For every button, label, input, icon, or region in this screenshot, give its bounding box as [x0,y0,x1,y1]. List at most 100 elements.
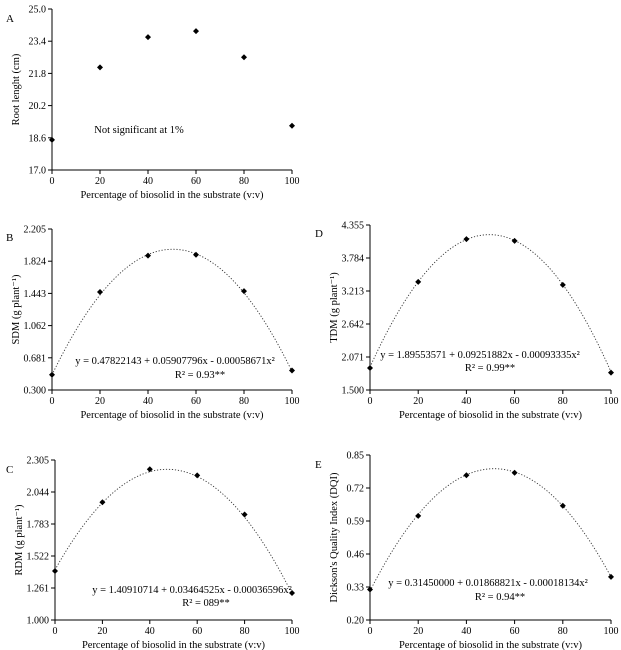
panel-d: D 1.500 2.071 2.642 3.213 3.784 4.355 0 20 40 60 80… [315,221,619,422]
y-tick-label: 2.642 [342,320,365,331]
x-tick-label: 60 [191,396,201,407]
y-tick-label: 1.783 [27,520,50,531]
panel-b: B 0.300 0.681 1.062 1.443 1.824 2.205 0 20 40 60 80… [6,225,300,422]
x-tick-label: 40 [461,626,471,637]
data-point [608,573,614,580]
data-point [463,236,470,243]
x-tick-label: 80 [239,396,249,407]
data-point [99,499,106,506]
x-tick-label: 0 [368,396,373,407]
x-axis-label: Percentage of biosolid in the substrate … [399,410,583,421]
y-axis-label: Root lenght (cm) [11,53,22,125]
data-point [415,512,422,519]
fit-curve [369,234,612,373]
x-tick-label: 100 [285,396,300,407]
x-tick-label: 100 [604,396,619,407]
y-tick-label: 0.72 [347,484,365,495]
panel-e: E 0.20 0.33 0.46 0.59 0.72 0.85 0 20 40 60 80 100 Per… [315,451,619,650]
panel-c: C 1.000 1.261 1.522 1.783 2.044 2.305 0 20 40 60 80… [6,456,300,650]
y-tick-label: 0.300 [24,386,47,397]
data-point [463,472,470,479]
r-squared: R² = 089** [182,598,230,609]
data-point [193,251,199,258]
x-tick-label: 20 [97,626,107,637]
data-point [608,369,614,376]
panel-a: A 17.0 18.6 20.2 21.8 23.4 25.0 0 20 40 60 80 100 Per… [6,5,300,202]
panel-letter: C [6,464,13,476]
y-tick-label: 1.062 [24,321,47,332]
y-axis-label: SDM (g plant⁻¹) [11,274,22,344]
y-axis-label: Dickson's Quality Index (DQI) [329,472,340,602]
data-point [49,136,55,143]
x-tick-label: 60 [191,176,201,187]
regression-equation: y = 1.89553571 + 0.09251882x - 0.0009333… [380,350,580,361]
y-tick-label: 0.59 [347,517,365,528]
y-tick-label: 0.46 [347,550,365,561]
x-tick-label: 20 [413,626,423,637]
data-point [289,122,295,129]
y-tick-label: 2.044 [27,488,50,499]
regression-equation: Not significant at 1% [94,125,184,136]
data-point [559,281,566,288]
x-tick-label: 20 [413,396,423,407]
y-tick-label: 3.213 [342,287,365,298]
regression-equation: y = 1.40910714 + 0.03464525x - 0.0003659… [92,585,292,596]
x-tick-label: 100 [285,626,300,637]
y-tick-label: 23.4 [29,37,47,48]
x-axis-label: Percentage of biosolid in the substrate … [80,410,264,421]
x-tick-label: 0 [53,626,58,637]
x-tick-label: 80 [558,396,568,407]
data-point [289,590,295,597]
x-axis-label: Percentage of biosolid in the substrate … [82,640,266,650]
x-tick-label: 0 [50,176,55,187]
data-point [289,367,295,374]
y-tick-label: 0.85 [347,451,365,462]
y-tick-label: 3.784 [342,254,365,265]
y-tick-label: 1.824 [24,257,47,268]
y-tick-label: 2.205 [24,225,47,236]
x-tick-label: 40 [143,176,153,187]
y-tick-label: 2.305 [27,456,50,467]
data-point [241,54,247,61]
y-tick-label: 17.0 [29,166,47,177]
data-point [559,502,566,509]
y-tick-label: 1.443 [24,289,47,300]
x-tick-label: 20 [95,176,105,187]
data-point [193,28,199,35]
data-point [49,371,55,378]
data-point [145,252,151,259]
panel-letter: D [315,228,323,240]
x-tick-label: 60 [192,626,202,637]
r-squared: R² = 0.94** [475,592,525,603]
x-tick-label: 80 [239,176,249,187]
y-axis-label: RDM (g plant⁻¹) [14,504,25,576]
y-tick-label: 1.261 [27,584,50,595]
y-tick-label: 0.20 [347,616,365,627]
x-tick-label: 0 [50,396,55,407]
x-tick-label: 100 [285,176,300,187]
y-tick-label: 0.33 [347,583,365,594]
r-squared: R² = 0.93** [175,370,225,381]
data-point [511,237,518,244]
x-tick-label: 100 [604,626,619,637]
data-point [52,567,58,574]
data-point [415,278,422,285]
data-point [146,466,153,473]
x-tick-label: 60 [510,626,520,637]
regression-equation: y = 0.31450000 + 0.01868821x - 0.0001813… [388,578,588,589]
data-point [194,472,201,479]
y-tick-label: 25.0 [29,5,47,16]
x-tick-label: 40 [461,396,471,407]
y-tick-label: 20.2 [29,101,47,112]
y-tick-label: 4.355 [342,221,365,232]
data-point [367,586,373,593]
data-point [511,469,518,476]
y-axis-label: TDM (g plant⁻¹) [329,272,340,343]
x-tick-label: 40 [143,396,153,407]
y-tick-label: 21.8 [29,69,47,80]
data-point [241,511,248,518]
x-axis-label: Percentage of biosolid in the substrate … [80,190,264,201]
panel-letter: E [315,459,322,471]
x-tick-label: 20 [95,396,105,407]
